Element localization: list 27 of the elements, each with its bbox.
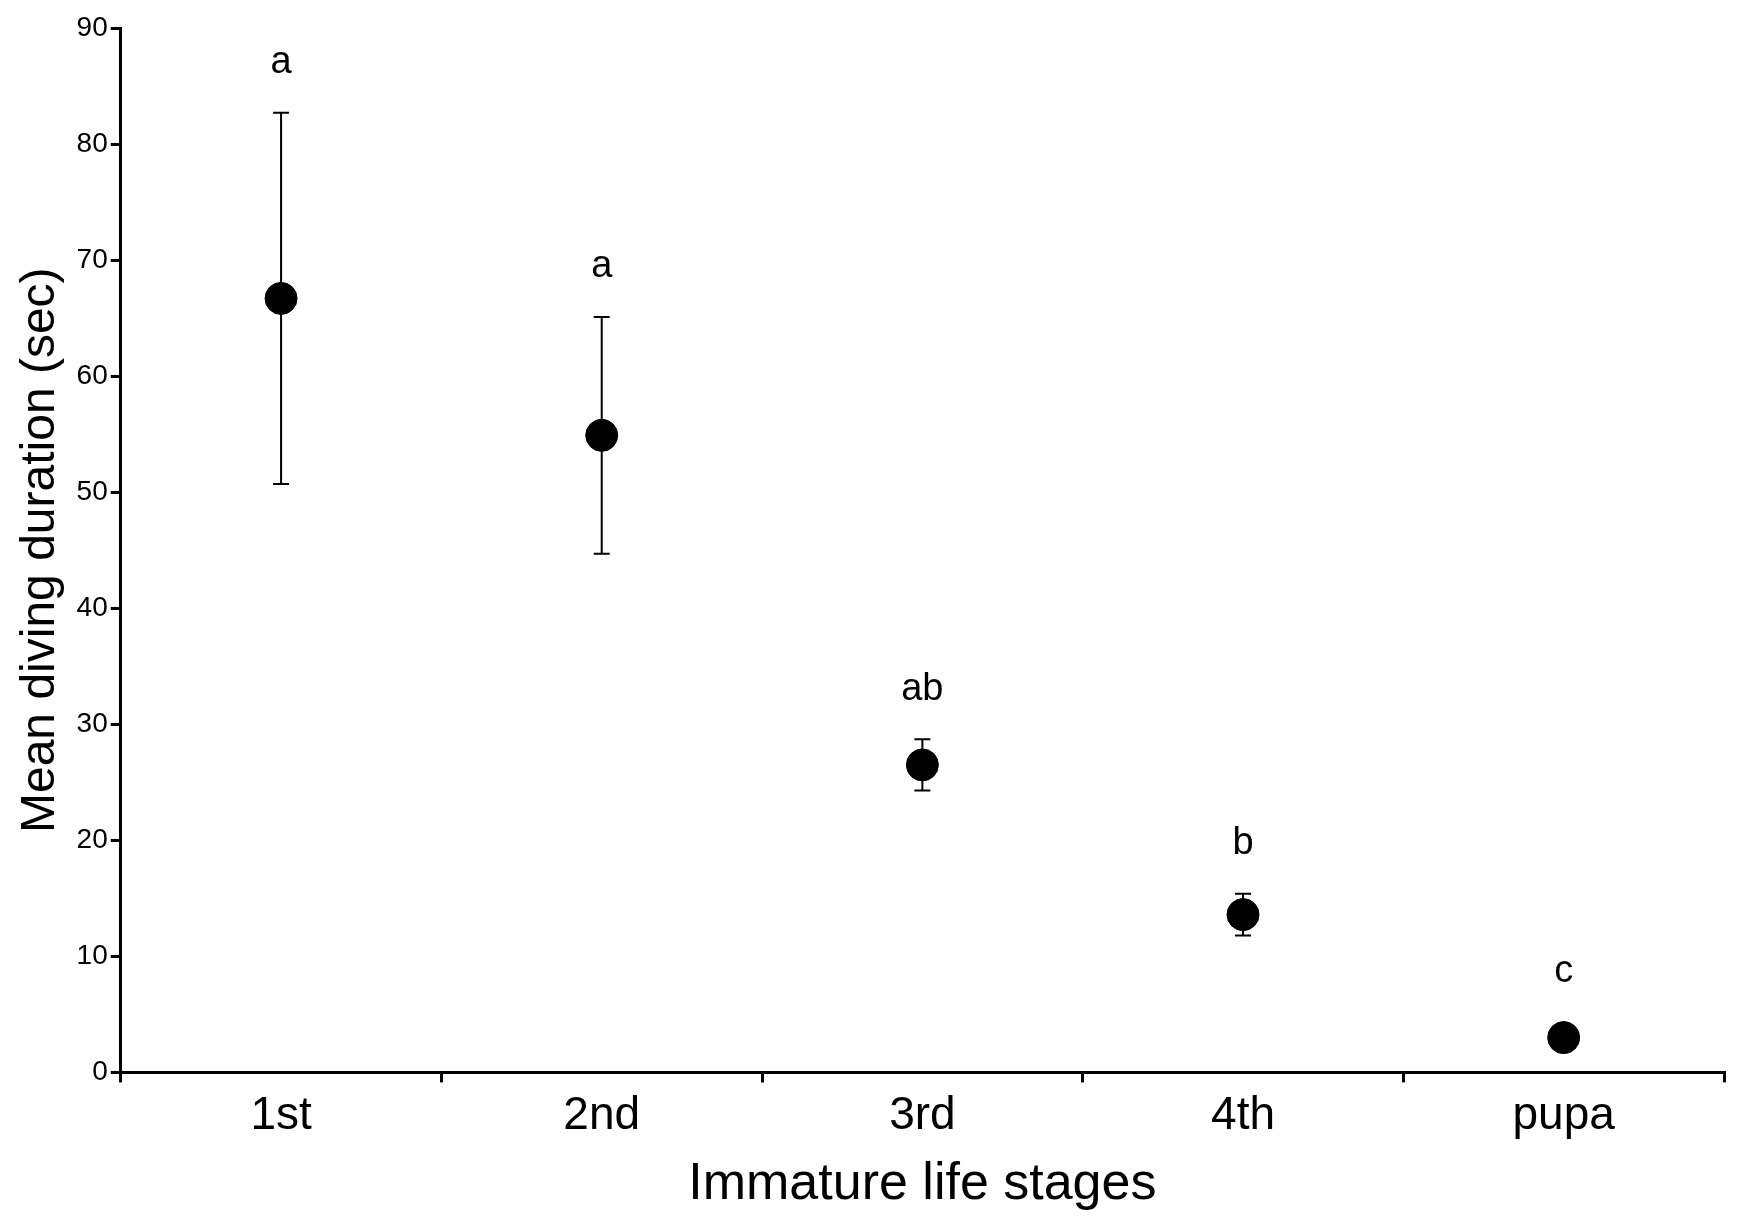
annotation: a [270, 39, 293, 82]
y-tick-label: 0 [92, 1055, 108, 1087]
y-tick-label: 60 [76, 358, 108, 390]
x-tick-label: 3rd [889, 1086, 956, 1139]
point [1226, 898, 1260, 932]
annotation: ab [901, 665, 944, 708]
point [905, 748, 939, 782]
point [585, 418, 619, 452]
x-tick-label: pupa [1512, 1086, 1616, 1139]
y-tick-label: 80 [76, 126, 108, 158]
annotation: b [1232, 820, 1254, 863]
annotation: a [591, 243, 614, 286]
y-tick-label: 10 [76, 939, 108, 971]
x-axis-title: Immature life stages [688, 1152, 1157, 1211]
y-tick-label: 50 [76, 474, 108, 506]
y-axis-title: Mean diving duration (sec) [11, 267, 65, 834]
y-tick-label: 90 [76, 10, 108, 42]
y-tick-label: 20 [76, 823, 108, 855]
y-tick-label: 30 [76, 706, 108, 738]
point [264, 281, 298, 315]
annotation: c [1554, 948, 1574, 991]
point [1547, 1021, 1581, 1055]
y-tick-label: 70 [76, 242, 108, 274]
x-tick-label: 4th [1211, 1086, 1275, 1139]
y-tick-label: 40 [76, 590, 108, 622]
x-tick-label: 2nd [563, 1086, 641, 1139]
x-tick-label: 1st [250, 1086, 312, 1139]
